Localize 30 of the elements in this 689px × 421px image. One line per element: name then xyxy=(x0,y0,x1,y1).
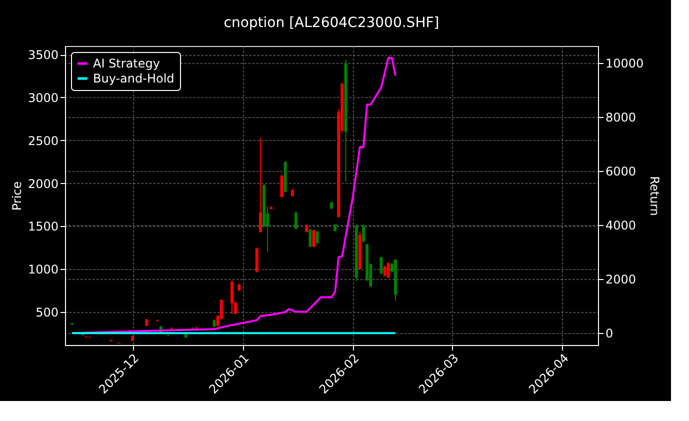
y-tick-label: 3000 xyxy=(28,90,58,105)
y2-axis-title: Return xyxy=(648,176,662,216)
candlestick xyxy=(308,228,312,248)
y2-tick-label: 10000 xyxy=(606,56,644,71)
candlestick xyxy=(255,247,258,273)
y-tick-label: 2000 xyxy=(28,176,58,191)
y2-tick-label: 2000 xyxy=(606,272,636,287)
candlestick xyxy=(230,280,234,315)
y-tick-label: 3500 xyxy=(28,48,58,62)
y-axis-title: Price xyxy=(10,181,24,211)
y-tick-label: 500 xyxy=(36,305,58,320)
candlestick xyxy=(380,256,383,275)
y-tick-label: 2500 xyxy=(28,134,58,148)
legend-label: Buy-and-Hold xyxy=(93,72,174,86)
candlestick xyxy=(362,224,365,243)
y-tick-label: 1000 xyxy=(28,262,58,277)
candlestick xyxy=(383,265,386,276)
y2-tick-label: 6000 xyxy=(606,164,636,179)
y2-tick-label: 0 xyxy=(606,326,614,341)
y2-tick-label: 8000 xyxy=(606,110,636,125)
legend-label: AI Strategy xyxy=(93,56,160,70)
candlestick xyxy=(280,174,284,198)
candlestick xyxy=(258,137,262,233)
y-tick-label: 1500 xyxy=(28,220,58,234)
y2-tick-label: 4000 xyxy=(606,218,636,233)
candlestick xyxy=(386,262,390,278)
candlestick xyxy=(316,230,319,244)
candlestick xyxy=(294,212,298,230)
candlestick xyxy=(312,229,316,248)
chart-title: cnoption [AL2604C23000.SHF] xyxy=(224,15,440,31)
